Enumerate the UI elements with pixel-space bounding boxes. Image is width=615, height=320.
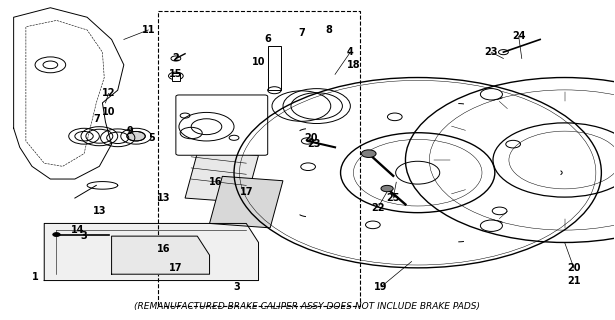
Polygon shape: [14, 8, 124, 179]
Text: 5: 5: [148, 133, 155, 143]
Text: 24: 24: [512, 31, 525, 41]
Text: 14: 14: [71, 225, 85, 235]
Text: 19: 19: [374, 282, 387, 292]
Text: 3: 3: [234, 282, 240, 292]
Text: 17: 17: [239, 187, 253, 197]
Bar: [268, 46, 281, 90]
Text: 22: 22: [371, 203, 384, 212]
Text: 6: 6: [264, 35, 271, 44]
Text: 7: 7: [93, 114, 100, 124]
Text: 16: 16: [157, 244, 170, 254]
Text: 23: 23: [307, 139, 320, 149]
Text: 3: 3: [81, 231, 87, 241]
Text: 16: 16: [209, 177, 223, 187]
Text: 9: 9: [127, 126, 133, 136]
Text: 25: 25: [386, 193, 400, 203]
Text: 8: 8: [325, 25, 332, 35]
Polygon shape: [111, 236, 210, 274]
Text: 7: 7: [298, 28, 305, 38]
Circle shape: [362, 150, 376, 157]
FancyBboxPatch shape: [176, 95, 268, 155]
Text: 15: 15: [169, 69, 183, 79]
Text: 4: 4: [347, 47, 354, 57]
Text: 21: 21: [567, 276, 581, 285]
Circle shape: [53, 233, 60, 236]
Text: 2: 2: [172, 53, 179, 63]
Polygon shape: [44, 223, 258, 281]
Text: 12: 12: [101, 88, 115, 98]
Text: 23: 23: [485, 47, 498, 57]
Text: 11: 11: [141, 25, 155, 35]
Text: 10: 10: [101, 108, 115, 117]
Text: (REMANUFACTURED BRAKE CALIPER ASSY DOES NOT INCLUDE BRAKE PADS): (REMANUFACTURED BRAKE CALIPER ASSY DOES …: [135, 302, 480, 311]
Circle shape: [127, 132, 145, 141]
Text: 18: 18: [347, 60, 360, 70]
Text: 20: 20: [304, 133, 317, 143]
Bar: [185, 151, 258, 203]
Circle shape: [381, 185, 393, 192]
Bar: [172, 73, 180, 81]
Bar: [157, 11, 360, 306]
Text: 17: 17: [169, 263, 183, 273]
Text: 1: 1: [32, 272, 38, 282]
Circle shape: [480, 89, 502, 100]
Text: 13: 13: [93, 206, 106, 216]
Circle shape: [480, 220, 502, 231]
Bar: [210, 176, 283, 228]
Text: 13: 13: [157, 193, 170, 203]
Text: 10: 10: [252, 57, 265, 67]
Text: 20: 20: [567, 263, 581, 273]
